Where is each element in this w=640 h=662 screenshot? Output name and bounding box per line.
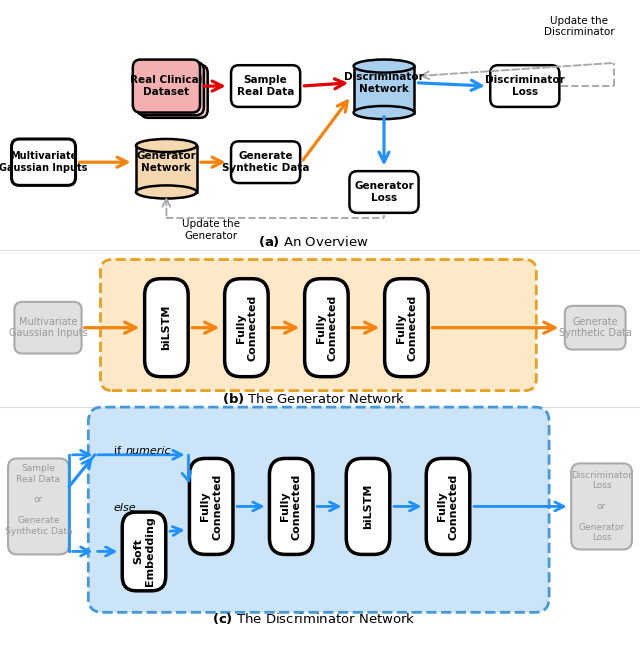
FancyBboxPatch shape: [385, 279, 428, 377]
FancyBboxPatch shape: [122, 512, 166, 591]
Text: Generate
Synthetic Data: Generate Synthetic Data: [222, 152, 309, 173]
FancyBboxPatch shape: [100, 260, 536, 391]
Ellipse shape: [354, 60, 415, 73]
Text: $\mathbf{(b)}$ The Generator Network: $\mathbf{(b)}$ The Generator Network: [222, 391, 405, 406]
Text: Update the
Discriminator: Update the Discriminator: [544, 16, 614, 37]
FancyBboxPatch shape: [231, 142, 300, 183]
Text: Soft
Embedding: Soft Embedding: [133, 516, 155, 587]
FancyBboxPatch shape: [269, 458, 313, 555]
Ellipse shape: [136, 139, 197, 152]
Text: Multivariate
Gaussian Inputs: Multivariate Gaussian Inputs: [0, 152, 88, 173]
FancyBboxPatch shape: [571, 463, 632, 549]
FancyBboxPatch shape: [565, 306, 626, 350]
Text: biLSTM: biLSTM: [161, 305, 172, 350]
FancyBboxPatch shape: [305, 279, 348, 377]
Text: $\mathbf{(c)}$ The Discriminator Network: $\mathbf{(c)}$ The Discriminator Network: [212, 612, 415, 626]
FancyBboxPatch shape: [189, 458, 233, 555]
Bar: [354, 66, 415, 113]
Text: Real Clinical
Dataset: Real Clinical Dataset: [130, 75, 203, 97]
Text: Update the
Generator: Update the Generator: [182, 219, 240, 240]
FancyBboxPatch shape: [88, 407, 549, 612]
Text: Fully
Connected: Fully Connected: [437, 473, 459, 540]
Text: Fully
Connected: Fully Connected: [200, 473, 222, 540]
Text: Fully
Connected: Fully Connected: [236, 295, 257, 361]
FancyBboxPatch shape: [426, 458, 470, 555]
Text: Discriminator
Loss: Discriminator Loss: [485, 75, 564, 97]
FancyBboxPatch shape: [137, 62, 204, 115]
Text: Discriminator
Loss

or

Generator
Loss: Discriminator Loss or Generator Loss: [571, 471, 632, 542]
Text: Generator
Loss: Generator Loss: [354, 181, 414, 203]
Text: Sample
Real Data: Sample Real Data: [237, 75, 294, 97]
Ellipse shape: [354, 106, 415, 119]
Text: Generator
Network: Generator Network: [136, 152, 196, 173]
FancyBboxPatch shape: [490, 66, 559, 107]
FancyBboxPatch shape: [141, 65, 207, 118]
Text: $\mathbf{(a)}$ An Overview: $\mathbf{(a)}$ An Overview: [258, 234, 369, 249]
Text: Sample
Real Data

or

Generate
Synthetic Data: Sample Real Data or Generate Synthetic D…: [4, 464, 72, 536]
Text: Multivariate
Gaussian Inputs: Multivariate Gaussian Inputs: [8, 317, 88, 338]
FancyBboxPatch shape: [231, 66, 300, 107]
Text: Generate
Synthetic Data: Generate Synthetic Data: [559, 317, 632, 338]
Text: Discriminator
Network: Discriminator Network: [344, 72, 424, 93]
FancyBboxPatch shape: [8, 458, 69, 555]
Text: Fully
Connected: Fully Connected: [280, 473, 302, 540]
Text: else: else: [114, 503, 136, 514]
FancyBboxPatch shape: [225, 279, 268, 377]
Bar: [136, 146, 197, 192]
Text: if: if: [114, 446, 125, 457]
FancyBboxPatch shape: [12, 139, 76, 185]
Text: biLSTM: biLSTM: [363, 484, 373, 529]
FancyBboxPatch shape: [346, 458, 390, 555]
Text: numeric: numeric: [125, 446, 171, 457]
FancyBboxPatch shape: [145, 279, 188, 377]
Ellipse shape: [136, 185, 197, 199]
Text: Fully
Connected: Fully Connected: [316, 295, 337, 361]
FancyBboxPatch shape: [14, 302, 82, 354]
FancyBboxPatch shape: [349, 171, 419, 213]
FancyBboxPatch shape: [133, 60, 200, 113]
Text: Fully
Connected: Fully Connected: [396, 295, 417, 361]
